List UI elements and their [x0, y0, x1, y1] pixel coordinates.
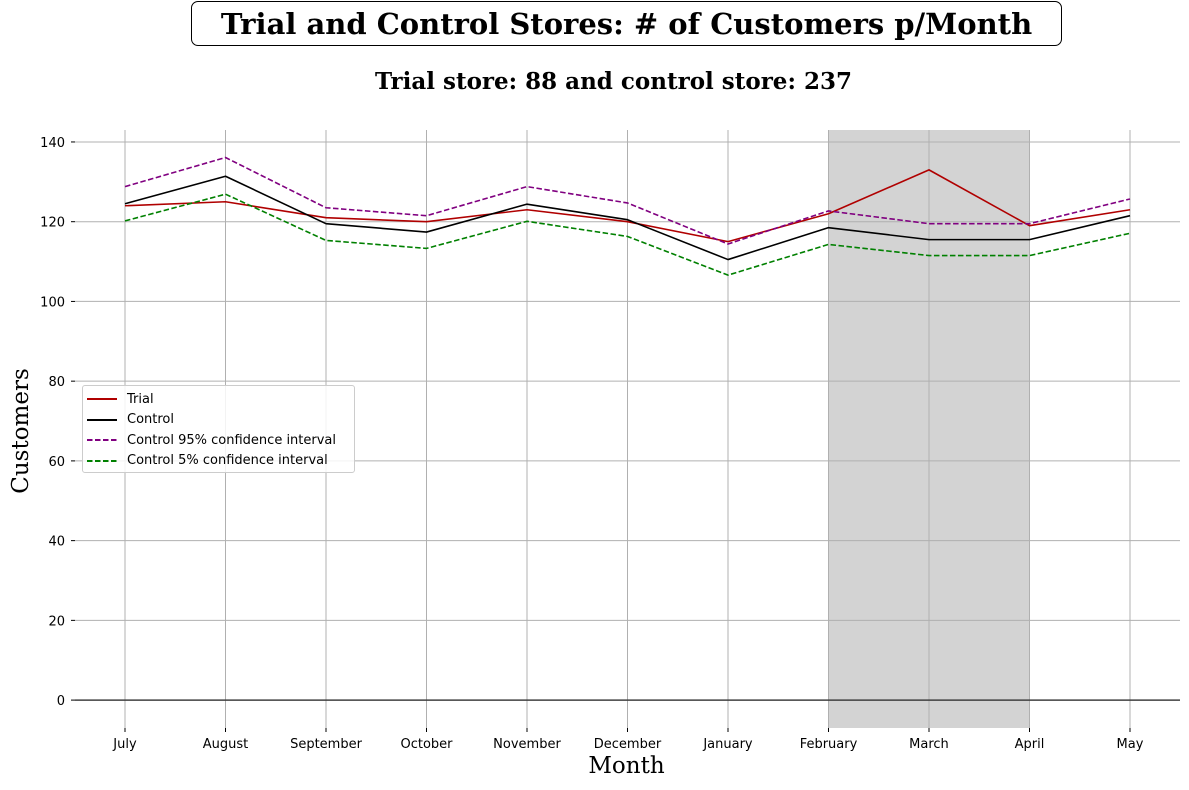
- y-tick-label: 100: [40, 295, 65, 310]
- y-axis-label: Customers: [8, 368, 34, 494]
- legend-swatch-trial: [87, 398, 117, 401]
- x-tick-label: April: [1015, 737, 1045, 752]
- y-tick-label: 20: [48, 614, 65, 629]
- chart-title: Trial and Control Stores: # of Customers…: [191, 1, 1062, 46]
- legend-label-control-5: Control 5% confidence interval: [127, 453, 328, 469]
- x-axis-label: Month: [588, 753, 665, 779]
- x-tick-label: March: [909, 737, 949, 752]
- legend-item-trial: Trial: [87, 389, 354, 410]
- series-lines-group: [124, 156, 1131, 276]
- legend-item-control-5: Control 5% confidence interval: [87, 451, 354, 472]
- tick-labels-group: 0 20 40 60 80 100 120 140 July August September Oct…: [40, 136, 1144, 752]
- legend-swatch-control: [87, 418, 117, 421]
- series-line-control-95-confidence-interval: [124, 156, 1131, 245]
- legend-label-control-95: Control 95% confidence interval: [127, 432, 337, 448]
- x-tick-label: December: [594, 737, 662, 752]
- y-tick-label: 140: [40, 136, 65, 151]
- series-line-trial: [124, 169, 1131, 243]
- x-tick-label: January: [702, 737, 753, 752]
- x-tick-label: July: [112, 737, 137, 752]
- x-tick-label: September: [290, 737, 363, 752]
- chart-subtitle: Trial store: 88 and control store: 237: [375, 68, 852, 95]
- legend-label-control: Control: [127, 412, 174, 428]
- y-tick-label: 0: [57, 694, 65, 709]
- y-tick-label: 120: [40, 216, 65, 231]
- y-tick-label: 60: [48, 455, 65, 470]
- legend: Trial Control Control 95% confidence int…: [82, 385, 355, 473]
- legend-item-control-95: Control 95% confidence interval: [87, 430, 354, 451]
- x-tick-label: October: [400, 737, 453, 752]
- x-tick-label: November: [493, 737, 561, 752]
- x-tick-label: August: [203, 737, 249, 752]
- legend-label-trial: Trial: [127, 391, 154, 407]
- series-line-control: [124, 175, 1131, 261]
- legend-swatch-control-5: [87, 459, 117, 462]
- legend-swatch-control-95: [87, 439, 117, 442]
- y-tick-label: 80: [48, 375, 65, 390]
- series-line-control-5-confidence-interval: [124, 193, 1131, 276]
- x-tick-label: February: [800, 737, 858, 752]
- y-tick-label: 40: [48, 535, 65, 550]
- x-tick-label: May: [1117, 737, 1144, 752]
- legend-item-control: Control: [87, 410, 354, 431]
